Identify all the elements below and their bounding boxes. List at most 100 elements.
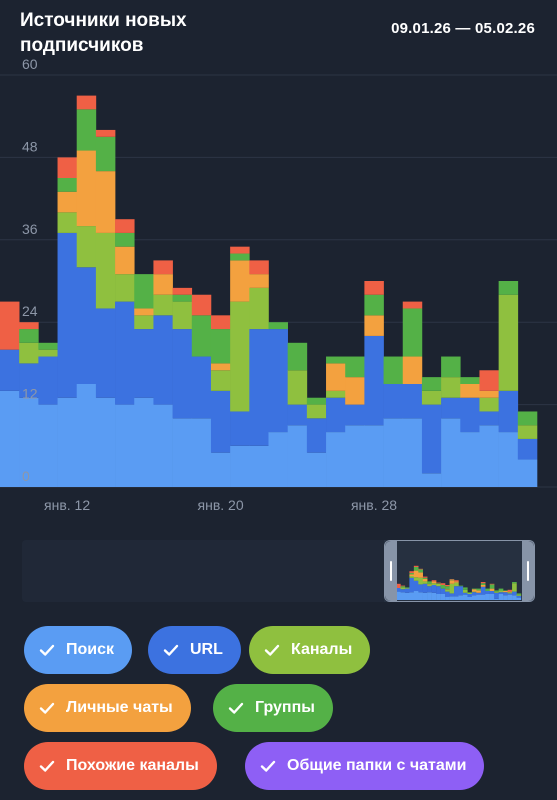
bar-segment[interactable] [19,342,39,364]
bar-segment[interactable] [153,315,173,405]
bar-segment[interactable] [95,129,116,137]
bar-segment[interactable] [230,301,250,412]
bar-segment[interactable] [249,329,269,446]
bar-segment[interactable] [479,390,499,398]
bar-segment[interactable] [364,315,384,336]
bar-segment[interactable] [153,294,173,316]
bar-segment[interactable] [19,363,39,398]
bar-segment[interactable] [115,232,135,247]
bar-segment[interactable] [364,294,384,316]
bar-segment[interactable] [345,356,365,378]
bar-segment[interactable] [479,411,499,426]
bar-segment[interactable] [210,315,231,330]
bar-segment[interactable] [364,335,384,426]
bar-segment[interactable] [76,226,97,268]
bar-segment[interactable] [306,452,327,487]
bar-segment[interactable] [249,260,269,275]
bar-segment[interactable] [249,287,269,330]
bar-segment[interactable] [115,219,135,233]
legend-chip-shared-folders[interactable]: Общие папки с чатами [245,742,485,790]
bar-segment[interactable] [0,349,20,391]
bar-segment[interactable] [498,390,519,433]
navigator-window[interactable] [384,540,535,602]
bar-segment[interactable] [479,370,499,391]
bar-segment[interactable] [76,109,97,151]
bar-segment[interactable] [38,356,58,405]
bar-segment[interactable] [95,308,116,398]
bar-segment[interactable] [306,397,327,405]
bar-segment[interactable] [115,404,135,487]
bar-segment[interactable] [402,301,423,309]
bar-segment[interactable] [421,390,442,405]
bar-segment[interactable] [479,425,499,487]
bar-segment[interactable] [402,308,423,357]
legend-chip-url[interactable]: URL [148,626,241,674]
bar-segment[interactable] [19,329,39,343]
bar-segment[interactable] [172,294,193,302]
bar-segment[interactable] [57,212,78,233]
bar-segment[interactable] [115,301,135,405]
bar-segment[interactable] [268,329,288,433]
bar-segment[interactable] [306,418,327,453]
bar-segment[interactable] [498,432,519,487]
bar-segment[interactable] [517,459,538,487]
bar-segment[interactable] [38,404,58,487]
bar-segment[interactable] [210,390,231,453]
bar-segment[interactable] [441,418,461,487]
bar-segment[interactable] [210,370,231,391]
bar-segment[interactable] [287,425,308,487]
bar-segment[interactable] [76,150,97,227]
bar-segment[interactable] [479,397,499,412]
legend-chip-private-chats[interactable]: Личные чаты [24,684,191,732]
bar-segment[interactable] [230,445,250,487]
bar-segment[interactable] [306,404,327,419]
bar-segment[interactable] [172,287,193,295]
bar-segment[interactable] [460,432,480,487]
bar-segment[interactable] [134,315,154,330]
navigator-left-handle[interactable] [385,541,397,601]
bar-segment[interactable] [345,377,365,405]
bar-segment[interactable] [230,246,250,254]
bar-segment[interactable] [517,411,538,426]
bar-segment[interactable] [517,425,538,439]
bar-segment[interactable] [441,377,461,398]
bar-segment[interactable] [402,356,423,384]
bar-segment[interactable] [326,356,346,364]
bar-segment[interactable] [38,349,58,357]
bar-segment[interactable] [0,301,20,350]
bar-segment[interactable] [326,432,346,487]
date-range[interactable]: 09.01.26 — 05.02.26 [391,20,535,37]
bar-segment[interactable] [345,425,365,487]
bar-segment[interactable] [191,315,212,357]
bar-segment[interactable] [460,377,480,384]
bar-segment[interactable] [230,411,250,446]
bar-segment[interactable] [441,356,461,378]
bar-segment[interactable] [191,418,212,487]
bar-segment[interactable] [172,301,193,330]
bar-segment[interactable] [76,267,97,384]
bar-segment[interactable] [287,370,308,405]
legend-chip-search[interactable]: Поиск [24,626,133,674]
bar-segment[interactable] [134,329,154,398]
bar-segment[interactable] [57,232,78,398]
bar-segment[interactable] [57,178,78,192]
bar-segment[interactable] [287,342,308,371]
bar-segment[interactable] [230,253,250,261]
range-navigator[interactable] [22,540,535,602]
bar-segment[interactable] [268,322,288,330]
bar-segment[interactable] [268,432,288,487]
bar-segment[interactable] [326,390,346,398]
navigator-right-handle[interactable] [522,541,534,601]
bar-segment[interactable] [191,356,212,419]
bar-segment[interactable] [57,191,78,213]
bar-segment[interactable] [383,356,404,384]
bar-segment[interactable] [153,404,173,487]
bar-segment[interactable] [134,397,154,487]
bar-segment[interactable] [249,445,269,487]
bar-segment[interactable] [402,418,423,487]
bar-segment[interactable] [38,342,58,350]
bar-segment[interactable] [134,274,154,309]
bar-segment[interactable] [210,452,231,487]
bar-segment[interactable] [498,281,519,295]
bar-segment[interactable] [517,438,538,460]
